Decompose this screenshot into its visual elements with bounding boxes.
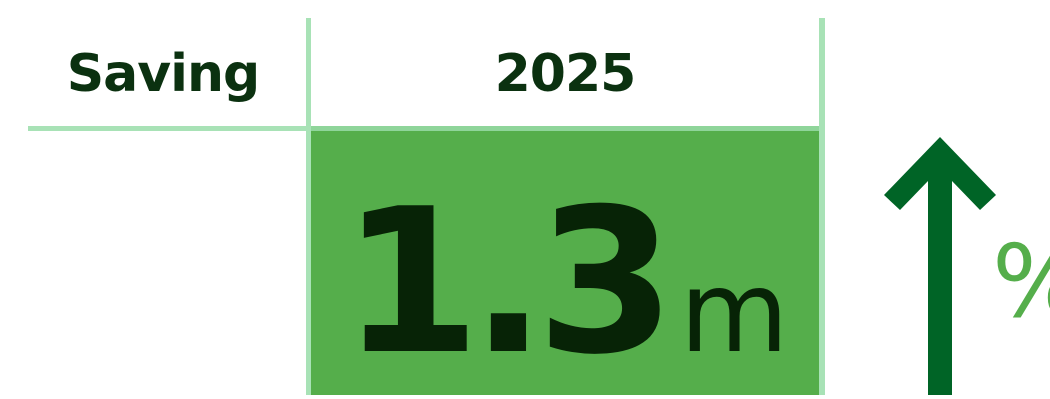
saving-value-number: 1.3 xyxy=(341,166,675,399)
header-underline xyxy=(28,126,310,131)
percent-label: % xyxy=(992,232,1050,332)
arrow-up-icon xyxy=(884,137,996,395)
column-divider-right xyxy=(819,18,825,395)
column-header-year: 2025 xyxy=(494,44,637,104)
value-cell: 1.3 m xyxy=(311,126,819,395)
row-label-saving: Saving xyxy=(66,44,261,104)
column-divider-left xyxy=(306,18,311,395)
saving-value-unit: m xyxy=(679,248,789,378)
saving-value: 1.3 m xyxy=(311,183,819,383)
